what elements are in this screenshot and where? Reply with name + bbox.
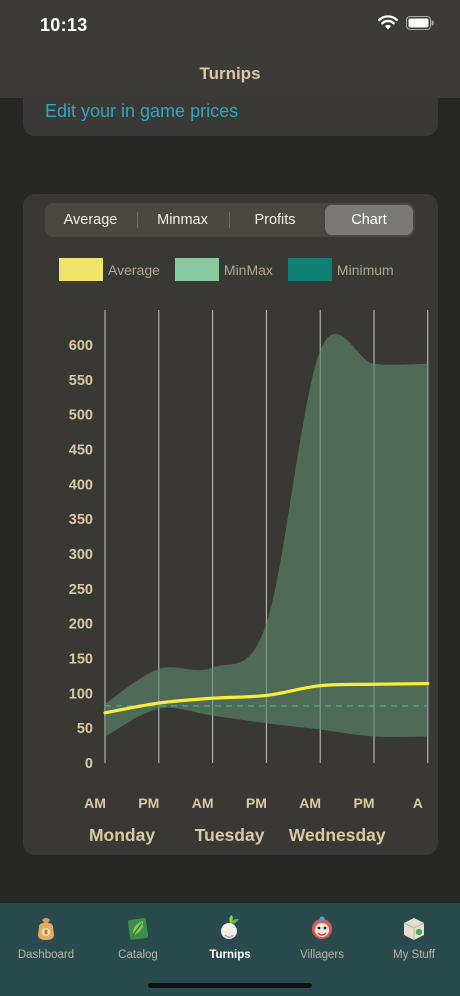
segment-minmax[interactable]: Minmax [157,212,208,228]
segment-average[interactable]: Average [63,212,118,228]
tab-label-turnips: Turnips [209,949,251,961]
y-tick-label: 200 [69,617,93,633]
day-label: Monday [89,825,155,845]
y-tick-label: 250 [69,582,93,598]
turnip-icon [221,915,239,939]
x-tick-label: PM [246,795,267,811]
legend-label-average: Average [108,261,160,278]
day-label: Wednesday [289,825,386,845]
y-tick-label: 0 [85,756,93,772]
chart-legend: Average MinMax Minimum [59,258,394,281]
edit-prices-card: Edit your in game prices [23,98,438,136]
day-label: Tuesday [195,825,265,845]
x-tick-label: AM [192,795,214,811]
x-tick-label: AM [84,795,106,811]
page-title: Turnips [199,64,261,83]
status-icons [378,15,434,30]
y-tick-label: 150 [69,652,93,668]
tab-dashboard[interactable]: Dashboard [0,903,92,983]
tab-turnips[interactable]: Turnips [184,903,276,983]
tab-label-catalog: Catalog [118,949,158,961]
bell-bag-icon [38,918,54,940]
minmax-band [105,333,428,738]
average-line [103,681,430,715]
y-tick-label: 550 [69,373,93,389]
y-tick-label: 100 [69,686,93,702]
segment-profits[interactable]: Profits [254,212,296,228]
tab-villagers[interactable]: Villagers [276,903,368,983]
x-tick-label: PM [354,795,375,811]
x-tick-label: PM [138,795,159,811]
chart-mode-segmented-control: Average Minmax Profits Chart [45,203,415,237]
y-tick-label: 350 [69,512,93,528]
legend-label-minmax: MinMax [223,261,273,278]
tab-catalog[interactable]: Catalog [92,903,184,983]
tab-label-dashboard: Dashboard [17,949,75,961]
edit-prices-link[interactable]: Edit your in game prices [45,101,239,121]
price-chart: 0 50 100 150 200 250 300 350 400 450 500 550 600 AM PM… [69,310,430,845]
legend-swatch-minimum [287,258,332,281]
x-tick-label: AM [299,795,321,811]
wifi-icon [378,15,398,30]
tab-bar: Dashboard Catalog Turnips Villagers [0,903,460,996]
y-tick-label: 300 [69,547,93,563]
box-icon [403,918,425,940]
tab-label-my-stuff: My Stuff [393,949,435,961]
leaf-icon [127,918,149,940]
y-tick-label: 500 [69,408,93,424]
navigation-bar: Turnips [0,50,460,98]
y-tick-label: 450 [69,443,93,459]
tab-label-villagers: Villagers [300,949,344,961]
legend-label-minimum: Minimum [336,261,394,278]
status-bar: 10:13 [0,0,460,50]
home-indicator [148,983,312,988]
y-tick-label: 50 [77,721,93,737]
battery-icon [406,15,434,30]
tab-my-stuff[interactable]: My Stuff [368,903,460,983]
segment-chart[interactable]: Chart [325,205,413,235]
status-time: 10:13 [40,15,88,35]
y-tick-label: 600 [69,338,93,354]
y-tick-label: 400 [69,477,93,493]
chart-card: 0 50 100 150 200 250 300 350 400 450 500 550 600 AM PM… [23,194,438,855]
legend-swatch-average [59,258,103,281]
legend-swatch-minmax [174,258,219,281]
villager-icon [312,916,332,939]
x-tick-label: A [413,795,423,811]
